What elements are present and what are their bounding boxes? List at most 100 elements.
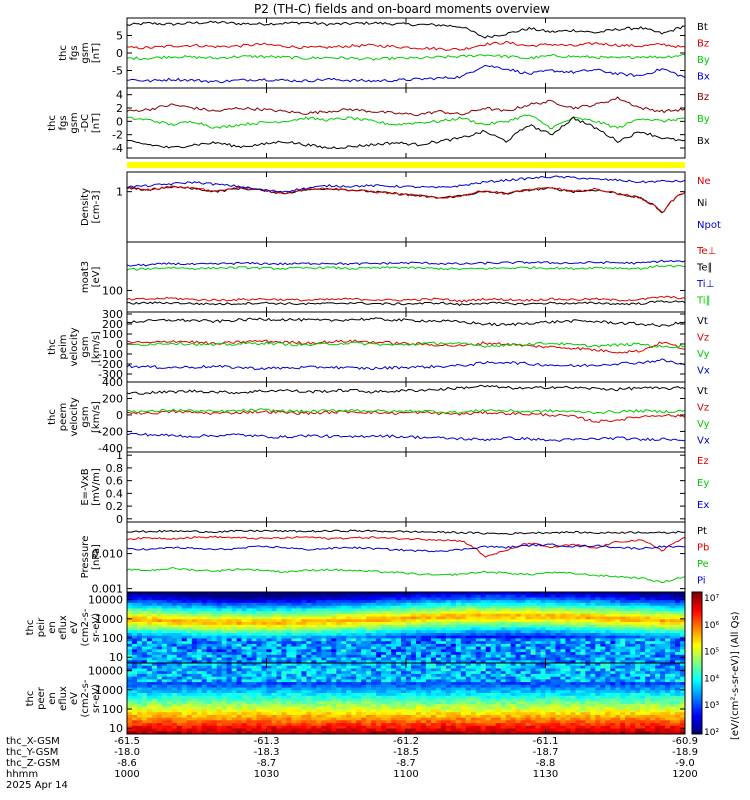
spectrogram-cell [530, 671, 536, 675]
spectrogram-cell [420, 654, 427, 658]
spectrogram-cell [306, 687, 312, 691]
spectrogram-cell [321, 643, 327, 647]
y-tick-label: 0 [116, 115, 123, 128]
spectrogram-cell [605, 643, 611, 647]
spectrogram-cell [480, 701, 487, 705]
spectrogram-cell [301, 687, 307, 691]
spectrogram-cell [306, 665, 312, 669]
spectrogram-cell [216, 633, 223, 637]
spectrogram-cell [530, 660, 536, 664]
spectrogram-cell [226, 594, 232, 598]
spectrogram-cell [675, 619, 681, 623]
spectrogram-cell [141, 592, 148, 596]
spectrogram-cell [425, 600, 432, 604]
spectrogram-cell [306, 597, 312, 601]
spectrogram-cell [425, 635, 432, 639]
spectrogram-cell [301, 630, 307, 634]
y-axis-label: Density [80, 188, 91, 226]
spectrogram-cell [156, 704, 163, 708]
spectrogram-cell [565, 660, 571, 664]
spectrogram-cell [420, 619, 427, 623]
spectrogram-cell [425, 690, 432, 694]
spectrogram-cell [141, 698, 148, 702]
spectrogram-cell [465, 668, 472, 672]
spectrogram-cell [311, 635, 317, 639]
spectrogram-cell [226, 643, 232, 647]
spectrogram-cell [650, 682, 656, 686]
spectrogram-cell [271, 695, 277, 699]
spectrogram-cell [181, 594, 188, 598]
spectrogram-cell [161, 602, 168, 606]
spectrogram-cell [635, 687, 641, 691]
spectrogram-cell [475, 660, 482, 664]
spectrogram-cell [550, 646, 556, 650]
spectrogram-cell [520, 687, 526, 691]
spectrogram-cell [440, 673, 447, 677]
spectrogram-cell [600, 652, 606, 656]
spectrogram-cell [256, 641, 262, 645]
y-axis-label: eflux [58, 615, 69, 640]
spectrogram-cell [276, 619, 282, 623]
spectrogram-cell [480, 638, 487, 642]
spectrogram-cell [675, 627, 681, 631]
spectrogram-cell [675, 605, 681, 609]
spectrogram-cell [435, 665, 442, 669]
spectrogram-cell [401, 663, 407, 667]
spectrogram-cell [211, 660, 218, 664]
spectrogram-cell [505, 663, 511, 667]
spectrogram-cell [620, 695, 626, 699]
spectrogram-cell [525, 660, 531, 664]
spectrogram-cell [396, 671, 402, 675]
spectrogram-cell [430, 627, 437, 631]
spectrogram-cell [570, 611, 576, 615]
spectrogram-cell [156, 616, 163, 620]
spectrogram-cell [675, 643, 681, 647]
spectrogram-cell [406, 624, 412, 628]
spectrogram-cell [306, 635, 312, 639]
spectrogram-cell [645, 646, 651, 650]
spectrogram-cell [440, 665, 447, 669]
spectrogram-cell [346, 613, 352, 617]
spectrogram-cell [645, 698, 651, 702]
spectrogram-cell [241, 663, 247, 667]
spectrogram-cell [311, 594, 317, 598]
spectrogram-cell [540, 679, 546, 683]
spectrogram-cell [171, 605, 178, 609]
spectrogram-cell [570, 701, 576, 705]
spectrogram-cell [356, 597, 362, 601]
spectrogram-cell [356, 616, 362, 620]
spectrogram-cell [680, 613, 686, 617]
spectrogram-cell [146, 649, 153, 653]
spectrogram-cell [176, 597, 183, 601]
spectrogram-cell [256, 633, 262, 637]
spectrogram-cell [630, 687, 636, 691]
spectrogram-cell [500, 660, 507, 664]
spectrogram-cell [455, 676, 462, 680]
spectrogram-cell [286, 592, 292, 596]
spectrogram-cell [206, 624, 213, 628]
spectrogram-cell [500, 592, 507, 596]
spectrogram-cell [361, 605, 367, 609]
spectrogram-cell [211, 695, 218, 699]
spectrogram-cell [276, 624, 282, 628]
spectrogram-cell [495, 671, 502, 675]
spectrogram-cell [171, 630, 178, 634]
spectrogram-cell [141, 663, 148, 667]
spectrogram-cell [311, 624, 317, 628]
spectrogram-cell [127, 654, 133, 658]
spectrogram-cell [161, 660, 168, 664]
spectrogram-cell [246, 687, 252, 691]
spectrogram-cell [346, 638, 352, 642]
spectrogram-cell [520, 630, 526, 634]
spectrogram-cell [480, 671, 487, 675]
spectrogram-cell [366, 660, 372, 664]
spectrogram-cell [455, 592, 462, 596]
spectrogram-cell [206, 704, 213, 708]
spectrogram-cell [406, 652, 412, 656]
spectrogram-cell [236, 627, 242, 631]
spectrogram-cell [590, 592, 596, 596]
spectrogram-cell [166, 690, 173, 694]
spectrogram-cell [236, 695, 242, 699]
spectrogram-cell [575, 635, 581, 639]
spectrogram-cell [470, 693, 477, 697]
